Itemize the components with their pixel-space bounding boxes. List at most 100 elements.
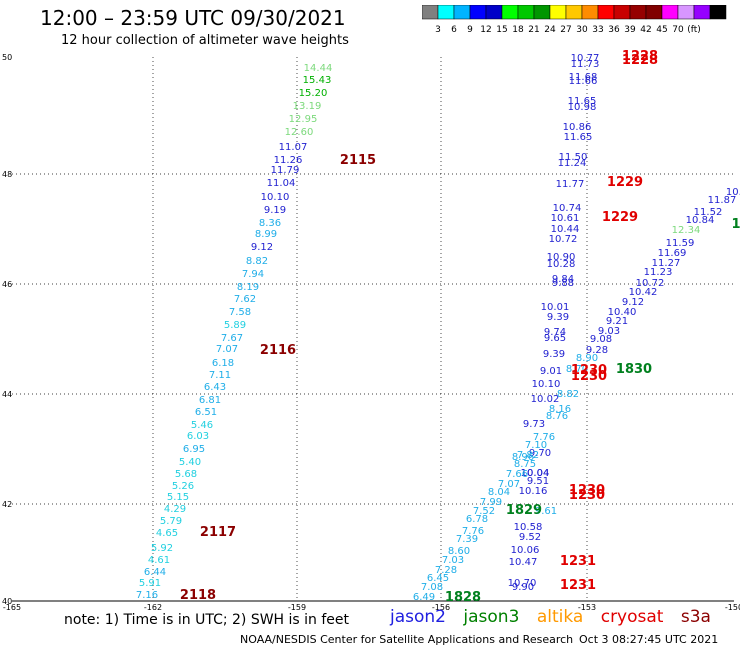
colorbar-label: 9 [467,25,473,35]
wave-height-value: 10.47 [509,557,538,568]
satellite-legend: jason2 jason3 altika cryosat s3a [390,607,723,627]
wave-height-value: 11.50 [559,152,588,163]
wave-height-value: 11.73 [571,59,600,70]
grid-layer [12,57,734,602]
colorbar-label: (ft) [687,25,701,35]
wave-height-value: 8.76 [546,411,568,422]
wave-height-value: 9.28 [586,345,608,356]
wave-height-value: 11.65 [568,96,597,107]
wave-height-value: 5.68 [175,469,197,480]
wave-height-value: 5.46 [191,420,213,431]
wave-height-value: 12.95 [289,114,318,125]
colorbar-label: 15 [496,25,507,35]
wave-height-value: 12.60 [285,127,314,138]
wave-height-value: 10.58 [514,522,543,533]
wave-height-value: 11.87 [708,195,737,206]
wave-height-value: 6.43 [204,382,226,393]
wave-height-value: 10.9 [726,187,740,198]
page-subtitle: 12 hour collection of altimeter wave hei… [61,33,349,48]
wave-height-value: 8.19 [237,282,259,293]
longitude-label: -150 [725,603,740,612]
pass-time-label: 1230 [571,363,607,378]
wave-height-value: 10.02 [531,394,560,405]
wave-height-value: 9.51 [527,476,549,487]
pass-time-label: 1 [731,217,740,232]
wave-height-value: 9.84 [552,274,574,285]
colorbar-label: 18 [512,25,524,35]
wave-height-value: 10.10 [261,192,290,203]
wave-height-value: 8.60 [448,546,470,557]
latitude-label: 46 [2,280,12,289]
legend-jason3: jason3 [463,607,520,627]
wave-height-value: 7.08 [421,582,443,593]
wave-height-value: 5.79 [160,516,182,527]
wave-height-value: 7.11 [209,370,231,381]
pass-time-label: 1228 [622,49,658,64]
latitude-label: 42 [2,500,12,509]
wave-height-value: 11.59 [666,238,695,249]
wave-height-value: 10.16 [519,486,548,497]
wave-height-value: 9.39 [543,349,565,360]
longitude-labels: -165 -162 -159 -156 -153 -150 [3,603,740,612]
longitude-label: -162 [144,603,162,612]
wave-height-value: 11.79 [271,165,300,176]
latitude-labels: 50 48 46 44 42 40 [2,53,12,606]
legend-cryosat: cryosat [600,607,664,627]
wave-height-value: 10.77 [571,53,600,64]
wave-height-value: 8.70 [566,364,588,375]
wave-height-value: 9.52 [519,532,541,543]
wave-height-value: 13.19 [293,101,322,112]
wave-height-value: 11.52 [694,207,723,218]
wave-height-value: 10.84 [686,215,715,226]
latitude-label: 44 [2,390,12,399]
wave-height-value: 4.29 [164,504,186,515]
wave-height-value: 10.01 [541,302,570,313]
wave-height-value: 7.03 [442,555,464,566]
wave-height-value: 10.04 [521,468,550,479]
wave-height-value: 15.43 [303,75,332,86]
wave-height-value: 9.65 [544,333,566,344]
wave-height-value: 6.03 [187,431,209,442]
pass-time-label: 1829 [506,503,542,518]
wave-height-value: 10.72 [549,234,578,245]
wave-height-value: 11.26 [274,155,303,166]
pass-time-label: 1230 [569,488,605,503]
colorbar-label: 33 [592,25,603,35]
wave-height-value: 9.12 [622,297,644,308]
wave-height-value: 11.27 [652,258,681,269]
wave-height-value: 7.76 [462,526,484,537]
wave-height-value: 4.61 [148,555,170,566]
pass-time-label: 2117 [200,525,236,540]
latitude-label: 50 [2,53,12,62]
wave-height-value: 5.26 [172,481,194,492]
pass-time-label: 1230 [569,483,605,498]
wave-height-value: 6.45 [427,573,449,584]
wave-height-value: 7.66 [506,469,528,480]
wave-height-value: 10.98 [568,102,597,113]
wave-height-value: 9.19 [264,205,286,216]
longitude-label: -156 [432,603,450,612]
wave-height-value: 9.12 [251,242,273,253]
wave-height-value: 5.40 [179,457,201,468]
generated-timestamp: Oct 3 08:27:45 UTC 2021 [579,633,719,646]
wave-height-value: 5.15 [167,492,189,503]
wave-height-value: 11.07 [279,142,308,153]
colorbar-label: 45 [656,25,667,35]
wave-height-value: 15.20 [299,88,328,99]
wave-height-value: 6.51 [195,407,217,418]
legend-jason2: jason2 [390,607,446,627]
pass-time-label: 1228 [622,53,658,68]
colorbar-label: 70 [672,25,684,35]
colorbar-swatch [709,5,727,20]
wave-height-value: 7.10 [525,440,547,451]
wave-height-value: 10.44 [551,224,580,235]
wave-height-value: 10.04 [521,468,550,479]
latitude-label: 48 [2,170,12,179]
wave-height-value: 10.70 [508,578,537,589]
wave-height-value: 10.86 [563,122,592,133]
longitude-label: -159 [288,603,306,612]
pass-time-label: 2118 [180,588,216,603]
wave-height-value: 9.01 [540,366,562,377]
wave-height-value: 9.03 [598,326,620,337]
colorbar-label: 6 [451,25,457,35]
